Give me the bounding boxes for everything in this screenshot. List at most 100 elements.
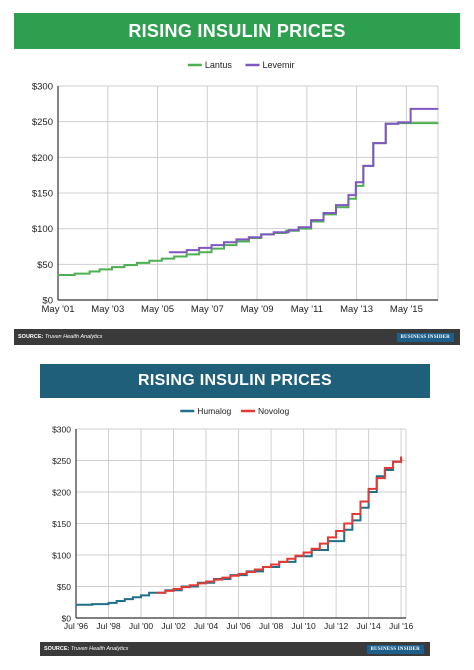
chart-2-footer: SOURCE: Truven Health Analytics BUSINESS… <box>40 642 430 656</box>
x-tick-label: May '07 <box>191 304 224 315</box>
data-point-novolog <box>205 580 207 583</box>
data-point-novolog <box>213 578 215 581</box>
y-tick-label: $50 <box>37 260 53 271</box>
data-point-lantus <box>285 230 287 232</box>
chart-2-banner: RISING INSULIN PRICES <box>40 364 430 398</box>
y-tick-label: $150 <box>32 189 53 200</box>
x-tick-label: May '15 <box>390 304 423 315</box>
data-point-novolog <box>327 536 329 538</box>
data-point-lantus <box>437 122 439 124</box>
chart-2-source-label: SOURCE: <box>44 646 70 652</box>
data-point-novolog <box>343 522 345 525</box>
data-point-levemir <box>288 229 290 231</box>
y-tick-label: $50 <box>57 582 71 592</box>
data-point-levemir <box>210 244 213 246</box>
chart-1-banner: RISING INSULIN PRICES <box>14 13 460 49</box>
data-point-lantus <box>98 268 101 270</box>
chart-1-source-label: SOURCE: <box>18 334 44 340</box>
data-point-novolog <box>262 566 264 568</box>
data-point-humalog <box>376 475 378 477</box>
y-tick-label: $300 <box>32 82 53 93</box>
data-point-levemir <box>362 165 364 167</box>
x-tick-label: Jul '10 <box>291 621 316 631</box>
data-point-levemir <box>310 219 312 221</box>
data-point-novolog <box>197 582 199 584</box>
series-line-lantus <box>58 122 438 277</box>
x-tick-label: May '11 <box>291 304 323 315</box>
x-tick-label: May '09 <box>241 304 274 315</box>
legend-label-humalog: Humalog <box>197 406 231 416</box>
data-point-lantus <box>111 266 113 268</box>
y-tick-label: $200 <box>32 153 53 164</box>
x-tick-label: Jul '08 <box>259 621 284 631</box>
data-point-lantus <box>148 260 150 262</box>
y-tick-label: $0 <box>62 614 72 624</box>
data-point-novolog <box>335 530 337 532</box>
data-point-levemir <box>437 108 439 110</box>
data-point-novolog <box>164 590 167 592</box>
data-point-levemir <box>355 181 357 183</box>
x-tick-label: May '03 <box>91 304 124 315</box>
data-point-levemir <box>168 251 170 253</box>
data-point-humalog <box>148 592 150 594</box>
chart-2-plot: $0 $50 $100 $150 $200 $250 $300 Jul '96 Jul '98 J… <box>52 406 414 631</box>
data-point-levemir <box>347 194 350 196</box>
data-point-lantus <box>89 270 91 273</box>
data-point-lantus <box>57 274 59 276</box>
data-point-levemir <box>410 108 412 110</box>
series-line-novolog <box>157 456 403 594</box>
x-tick-label: Jul '16 <box>389 621 414 631</box>
data-point-novolog <box>384 467 386 469</box>
data-point-levemir <box>198 247 200 249</box>
chart-1-plot: $0 $50 $100 $150 $200 $250 $300 May '01 May '03 M… <box>32 60 439 315</box>
chart-2-source: SOURCE: Truven Health Analytics <box>40 646 128 652</box>
chart-1-source-text: Truven Health Analytics <box>44 334 103 340</box>
data-point-levemir <box>397 121 399 123</box>
data-point-novolog <box>181 586 183 588</box>
data-point-levemir <box>260 233 262 235</box>
data-point-novolog <box>392 461 394 463</box>
chart-1-source: SOURCE: Truven Health Analytics <box>14 334 102 340</box>
chart-2-source-text: Truven Health Analytics <box>70 646 129 652</box>
data-point-lantus <box>136 262 138 264</box>
data-point-novolog <box>278 561 280 563</box>
data-point-humalog <box>75 604 77 606</box>
data-point-levemir <box>298 226 300 228</box>
data-point-novolog <box>189 584 191 586</box>
data-point-humalog <box>91 603 93 605</box>
x-tick-label: Jul '00 <box>129 621 154 631</box>
data-point-levemir <box>248 236 250 238</box>
data-point-levemir <box>223 241 225 243</box>
data-point-novolog <box>254 568 256 571</box>
data-point-novolog <box>319 543 321 545</box>
y-tick-label: $100 <box>32 224 53 235</box>
business-insider-logo-2: BUSINESS INSIDER <box>366 644 424 654</box>
data-point-humalog <box>116 600 118 602</box>
x-tick-label: May '01 <box>42 304 75 315</box>
data-point-humalog <box>132 596 134 598</box>
chart-1-title: RISING INSULIN PRICES <box>128 20 346 41</box>
data-point-novolog <box>237 573 240 575</box>
data-point-novolog <box>156 592 158 594</box>
data-point-novolog <box>221 577 223 579</box>
x-tick-label: Jul '98 <box>96 621 121 631</box>
legend-label-novolog: Novolog <box>258 406 289 416</box>
x-tick-label: May '05 <box>141 304 174 315</box>
data-point-novolog <box>286 558 288 560</box>
x-tick-label: Jul '04 <box>194 621 219 631</box>
data-point-humalog <box>107 602 110 604</box>
business-insider-logo: BUSINESS INSIDER <box>396 332 454 342</box>
y-tick-label: $0 <box>42 296 53 307</box>
data-point-novolog <box>229 575 232 577</box>
data-point-humalog <box>140 594 142 596</box>
y-tick-label: $250 <box>32 117 53 128</box>
data-point-humalog <box>124 598 126 600</box>
data-point-lantus <box>173 255 175 258</box>
legend-label-lantus: Lantus <box>205 60 233 70</box>
x-tick-label: Jul '06 <box>226 621 251 631</box>
data-point-novolog <box>302 551 305 554</box>
data-point-novolog <box>376 477 378 479</box>
chart-1-footer: SOURCE: Truven Health Analytics BUSINESS… <box>14 329 460 345</box>
data-point-novolog <box>368 488 370 490</box>
data-point-levemir <box>322 212 325 214</box>
